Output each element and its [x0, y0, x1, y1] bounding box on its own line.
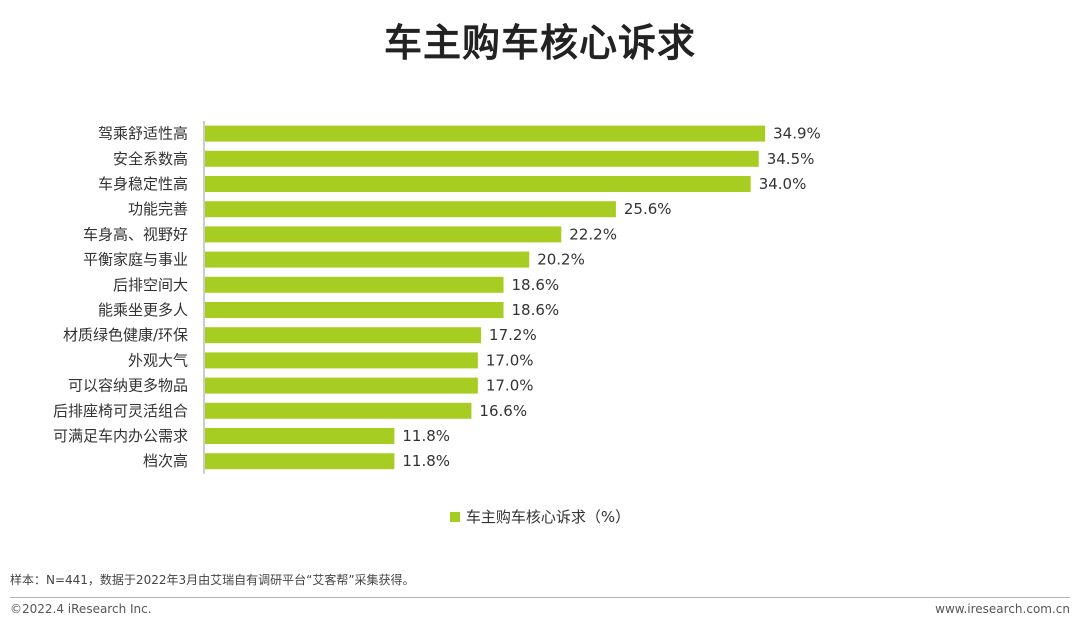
category-label: 可满足车内办公需求: [53, 427, 188, 445]
bar: [205, 327, 482, 344]
value-label: 25.6%: [624, 200, 672, 218]
website-url: www.iresearch.com.cn: [935, 602, 1070, 616]
category-label: 后排空间大: [113, 276, 188, 294]
bar: [205, 276, 504, 293]
footer-divider: [10, 597, 1070, 598]
value-label: 34.0%: [759, 175, 807, 193]
bar: [205, 302, 504, 318]
category-label: 功能完善: [128, 200, 188, 218]
category-label: 平衡家庭与事业: [83, 251, 188, 269]
bar: [205, 125, 766, 142]
copyright: ©2022.4 iResearch Inc.: [10, 602, 152, 616]
category-label: 外观大气: [128, 351, 188, 369]
bar: [205, 453, 395, 470]
value-label: 17.0%: [486, 351, 534, 369]
bar: [205, 201, 616, 218]
category-label: 车身高、视野好: [83, 225, 188, 243]
value-label: 34.5%: [767, 150, 815, 168]
value-label: 34.9%: [773, 125, 821, 143]
value-label: 17.2%: [489, 326, 537, 344]
legend-swatch: [449, 511, 460, 522]
bar: [205, 428, 395, 444]
category-label: 可以容纳更多物品: [68, 377, 188, 395]
category-label: 车身稳定性高: [98, 175, 188, 193]
chart-title: 车主购车核心诉求: [383, 21, 696, 65]
category-label: 能乘坐更多人: [98, 301, 188, 319]
category-label: 后排座椅可灵活组合: [53, 402, 188, 420]
category-label: 材质绿色健康/环保: [63, 326, 188, 344]
sample-note: 样本：N=441，数据于2022年3月由艾瑞自有调研平台“艾客帮”采集获得。: [10, 573, 415, 587]
bar: [205, 402, 472, 419]
value-label: 18.6%: [512, 301, 560, 319]
bar: [205, 226, 562, 243]
value-label: 11.8%: [402, 427, 450, 445]
category-label: 档次高: [143, 452, 188, 470]
bar: [205, 176, 751, 192]
value-label: 22.2%: [569, 225, 617, 243]
category-label: 安全系数高: [113, 150, 188, 168]
category-label: 驾乘舒适性高: [98, 125, 188, 143]
bar: [205, 150, 759, 167]
value-label: 18.6%: [512, 276, 560, 294]
legend-label: 车主购车核心诉求（%）: [465, 508, 631, 526]
value-label: 20.2%: [537, 251, 585, 269]
value-label: 16.6%: [479, 402, 527, 420]
value-label: 17.0%: [486, 377, 534, 395]
value-label: 11.8%: [402, 452, 450, 470]
bar: [205, 377, 478, 394]
bar: [205, 251, 530, 268]
legend: 车主购车核心诉求（%）: [0, 506, 1080, 527]
bar: [205, 352, 478, 369]
